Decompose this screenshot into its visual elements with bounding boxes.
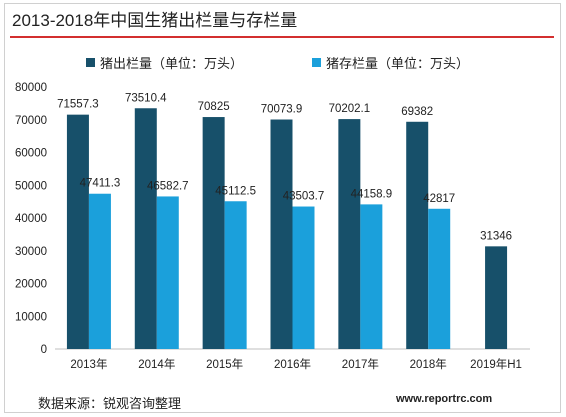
- data-label-output: 73510.4: [125, 92, 167, 104]
- data-label-output: 71557.3: [57, 99, 99, 111]
- bar-output: [66, 114, 89, 349]
- legend-swatch-inventory: [312, 58, 321, 67]
- data-label-output: 70825: [198, 101, 230, 113]
- bar-output: [134, 108, 157, 349]
- y-tick-label: 10000: [15, 311, 47, 323]
- y-tick-label: 60000: [15, 148, 47, 160]
- legend-label-inventory: 猪存栏量（单位：万头）: [326, 56, 470, 71]
- data-label-output: 70202.1: [329, 103, 371, 115]
- data-label-inventory: 47411.3: [80, 178, 121, 190]
- bar-inventory: [88, 193, 111, 349]
- bar-inventory: [224, 201, 247, 349]
- legend-item-inventory: 猪存栏量（单位：万头）: [312, 53, 469, 72]
- x-tick-label: 2015年: [206, 357, 243, 371]
- bar-output: [270, 119, 293, 349]
- y-tick-label: 0: [41, 344, 47, 356]
- y-tick-label: 50000: [15, 180, 47, 192]
- x-tick-label: 2019年H1: [470, 357, 522, 371]
- bar-inventory: [156, 196, 179, 349]
- bar-inventory: [428, 208, 451, 349]
- y-tick-label: 80000: [15, 82, 47, 94]
- chart-title: 2013-2018年中国生猪出栏量与存栏量: [12, 11, 298, 30]
- legend-label-output: 猪出栏量（单位：万头）: [100, 56, 244, 71]
- data-source: 数据来源：锐观咨询整理: [38, 396, 182, 411]
- x-tick-label: 2014年: [138, 357, 175, 371]
- bar-output: [202, 117, 225, 349]
- x-tick-label: 2017年: [342, 357, 379, 371]
- data-label-inventory: 43503.7: [283, 191, 325, 203]
- y-tick-label: 20000: [15, 279, 47, 291]
- y-tick-label: 40000: [15, 213, 47, 225]
- legend-swatch-output: [86, 58, 95, 67]
- source-url[interactable]: www.reportrc.com: [396, 393, 493, 405]
- bar-output: [338, 119, 361, 349]
- y-tick-label: 30000: [15, 246, 47, 258]
- bar-inventory: [292, 206, 315, 349]
- chart-legend: 猪出栏量（单位：万头） 猪存栏量（单位：万头）: [0, 53, 566, 72]
- title-underline: [10, 36, 554, 38]
- data-label-output: 69382: [401, 106, 433, 118]
- data-label-inventory: 44158.9: [351, 188, 393, 200]
- bar-output: [485, 246, 508, 349]
- legend-item-output: 猪出栏量（单位：万头）: [86, 53, 243, 72]
- x-tick-label: 2018年: [410, 357, 447, 371]
- x-tick-label: 2016年: [274, 357, 311, 371]
- x-tick-label: 2013年: [70, 357, 107, 371]
- bar-output: [406, 121, 429, 349]
- data-label-inventory: 45112.5: [215, 185, 256, 197]
- y-tick-label: 70000: [15, 115, 47, 127]
- data-label-inventory: 42817: [423, 193, 455, 205]
- data-label-output: 31346: [480, 230, 512, 242]
- data-label-output: 70073.9: [261, 104, 303, 116]
- data-label-inventory: 46582.7: [147, 180, 189, 192]
- bar-inventory: [360, 204, 383, 349]
